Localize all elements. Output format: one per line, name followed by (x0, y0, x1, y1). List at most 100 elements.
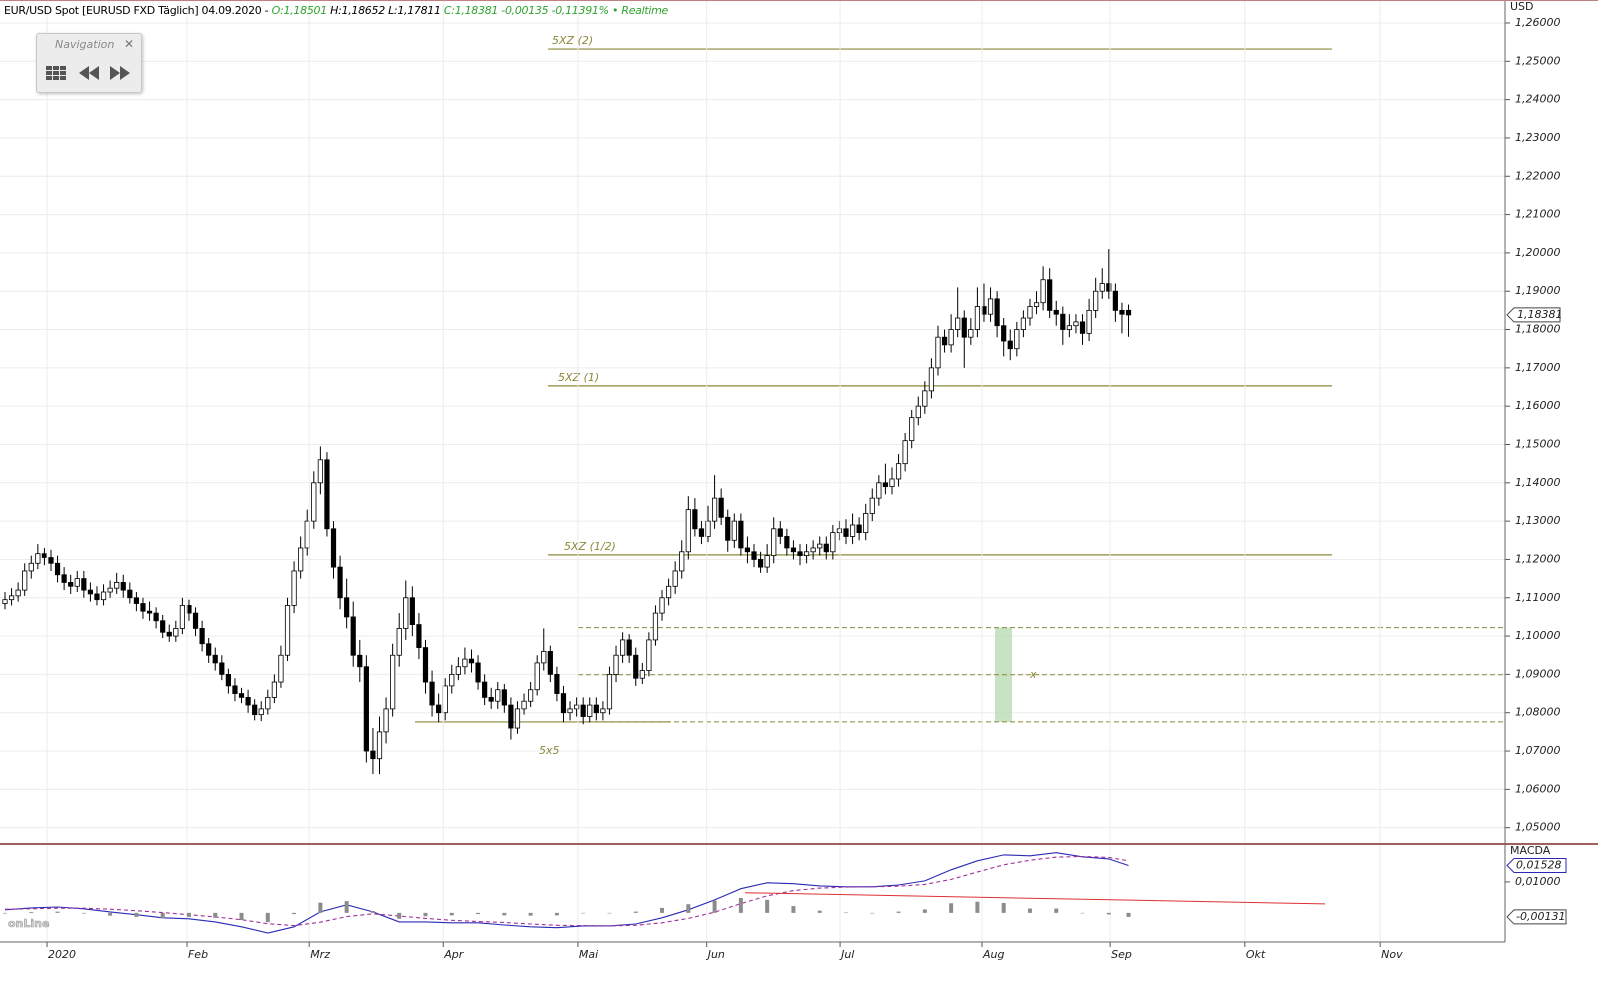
y-tick-label: 1,22000 (1515, 169, 1561, 182)
x-tick-label: Jun (706, 948, 725, 961)
histogram-bar (29, 911, 34, 913)
candle-body (994, 298, 1000, 327)
value-marker-label: 0,01528 (1516, 859, 1562, 872)
histogram-bar (791, 906, 796, 913)
y-tick-label: 1,19000 (1515, 284, 1561, 297)
candle-body (1125, 309, 1132, 316)
candle-body (107, 587, 113, 593)
candle-body (258, 708, 264, 716)
watermark: onLine (8, 917, 49, 930)
candle-body (449, 674, 455, 687)
forward-button[interactable] (110, 66, 130, 80)
candle-body (1014, 329, 1020, 350)
histogram-bar (712, 900, 717, 913)
histogram-bar (633, 911, 638, 913)
close-button[interactable]: ✕ (123, 37, 134, 51)
candle-body (547, 651, 553, 675)
price-panel (0, 0, 1505, 843)
x-tick-label: Apr (443, 948, 465, 961)
candle-body (1047, 279, 1053, 311)
candle-body (146, 610, 153, 614)
candle-body (284, 605, 291, 656)
candle-body (679, 551, 685, 572)
navigation-panel: Navigation ✕ (36, 33, 142, 93)
candle-body (1112, 290, 1118, 311)
candle-body (173, 628, 179, 637)
candle-body (206, 643, 212, 656)
candle-body (646, 639, 652, 671)
histogram-bar (423, 912, 428, 917)
candle-body (48, 557, 54, 564)
histogram-bar (1054, 908, 1059, 913)
histogram-bar (765, 899, 770, 913)
back-button[interactable] (79, 66, 99, 80)
y-unit: USD (1510, 0, 1534, 13)
candle-body (212, 654, 218, 664)
level-label: 5XZ (2) (552, 34, 593, 47)
y-tick-label: 1,25000 (1515, 54, 1561, 67)
candle-body (665, 585, 672, 599)
candle-body (849, 524, 856, 537)
candle-body (987, 298, 994, 315)
candle-body (685, 509, 691, 553)
candle-body (422, 647, 429, 683)
candle-body (41, 553, 48, 558)
candle-body (810, 547, 816, 553)
candle-body (94, 593, 100, 601)
histogram-bar (265, 912, 270, 923)
candle-body (482, 681, 488, 698)
zone-label: x (1029, 668, 1037, 681)
navigation-title: Navigation (55, 38, 115, 51)
candle-body (87, 589, 94, 595)
candle-body (784, 536, 790, 549)
x-tick-label: Nov (1381, 948, 1403, 961)
candle-body (606, 674, 613, 710)
candle-body (74, 578, 80, 587)
candle-body (344, 597, 350, 618)
candle-body (711, 497, 718, 522)
histogram-bar (870, 912, 875, 914)
candle-body (271, 681, 277, 698)
candle-body (672, 570, 678, 587)
candle-body (909, 417, 915, 442)
histogram-bar (528, 912, 533, 916)
candle-body (843, 528, 849, 537)
x-tick-label: Jul (839, 948, 854, 961)
candle-body (961, 317, 967, 338)
histogram-bar (581, 912, 586, 914)
histogram-bar (554, 912, 559, 916)
candle-body (1053, 309, 1059, 315)
level-label: 5XZ (1/2) (564, 540, 616, 553)
candle-body (311, 482, 317, 522)
candle-body (436, 704, 442, 714)
candle-body (390, 654, 396, 710)
candle-body (895, 463, 902, 480)
candle-body (468, 658, 475, 664)
candle-body (941, 336, 948, 346)
histogram-bar (738, 897, 743, 913)
support-label: 5x5 (539, 744, 560, 757)
grid-button[interactable] (46, 66, 66, 80)
histogram-bar (344, 901, 349, 913)
candle-body (265, 696, 271, 710)
candle-body (133, 597, 140, 604)
candle-body (291, 570, 297, 606)
candle-body (1073, 321, 1079, 327)
candle-body (935, 336, 941, 369)
candle-body (915, 405, 921, 419)
candle-body (751, 551, 757, 560)
candle-body (100, 591, 107, 601)
candle-body (521, 700, 527, 710)
candle-body (764, 555, 770, 568)
candle-body (1040, 279, 1046, 304)
candle-body (830, 532, 836, 553)
histogram-bar (397, 912, 402, 919)
candle-body (54, 562, 61, 576)
y-tick-label: 1,07000 (1515, 744, 1561, 757)
candle-body (396, 628, 402, 656)
x-tick-label: Aug (982, 948, 1004, 961)
y-tick-label: 1,09000 (1515, 667, 1561, 680)
candle-body (863, 513, 869, 534)
